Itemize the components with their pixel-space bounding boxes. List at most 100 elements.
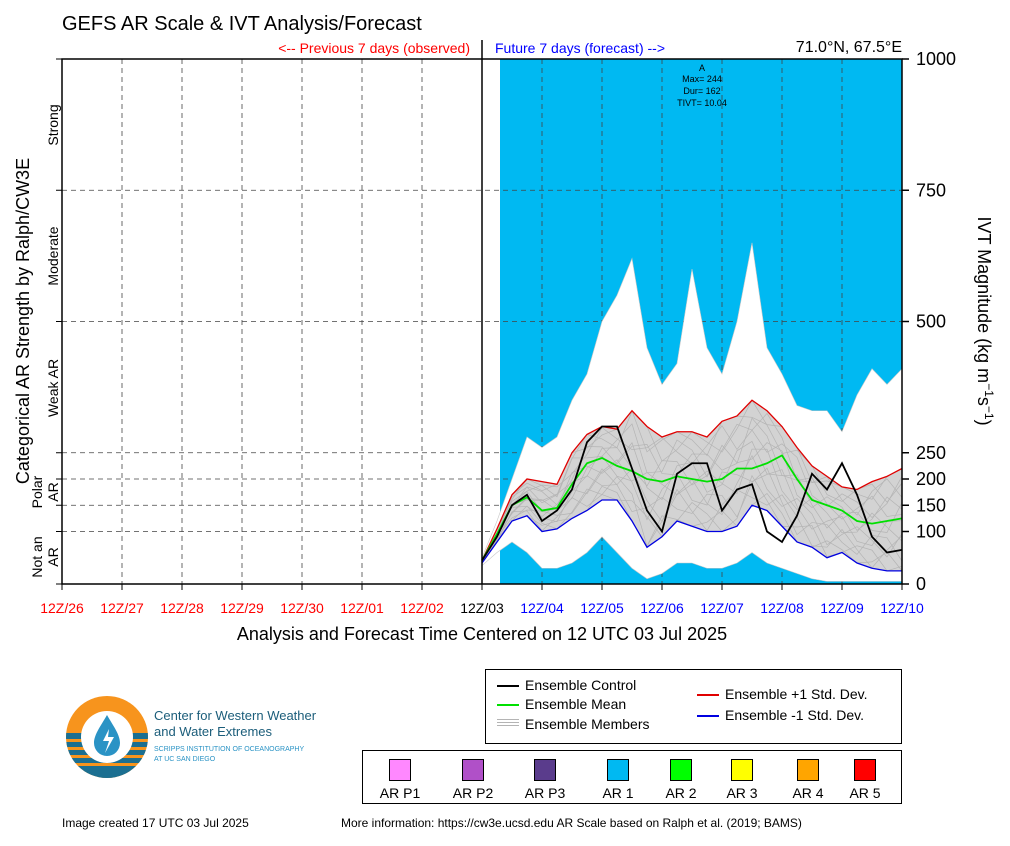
legend-control-swatch [497,685,519,687]
x-tick-label: 12Z/29 [220,600,264,616]
y-tick-label: 250 [916,443,946,463]
y-tick-label: 100 [916,522,946,542]
ar-scale-label: AR 2 [665,785,697,801]
ar-scale-swatch [670,759,692,781]
ar-scale-item: AR 4 [778,759,838,801]
legend-minus-swatch [697,715,719,717]
ar-scale-label: AR P1 [379,785,421,801]
logo-line2: and Water Extremes [154,724,273,739]
ar-scale-swatch [389,759,411,781]
legend-members-label: Ensemble Members [525,716,650,732]
legend-mean-label: Ensemble Mean [525,696,627,712]
forecast-label: Future 7 days (forecast) --> [495,40,665,56]
category-polar-line1: Polar [29,475,45,508]
series-control [481,425,902,561]
member-line [481,448,902,562]
axis-ticks: 12Z/26 12Z/27 12Z/28 12Z/29 12Z/30 12Z/01 12Z/… [40,49,956,616]
member-line [481,417,902,561]
footer-info: More information: https://cw3e.ucsd.edu … [341,816,802,830]
series-minus [481,499,902,572]
category-polar-line2: AR [45,482,61,501]
location-label: 71.0°N, 67.5°E [796,39,902,56]
ensemble-members [481,399,902,572]
y-axis-right-label-sup1: −1 [982,383,996,397]
ar-scale-swatch [854,759,876,781]
member-line [481,440,902,562]
y-axis-right-label-mid: s [974,397,994,406]
y-axis-right-label-main: IVT Magnitude (kg m [974,216,994,383]
category-not-an-ar: Not an AR [29,536,61,577]
ar-scale-label: AR 4 [792,785,824,801]
legend-members-swatch [497,718,519,726]
observed-label: <-- Previous 7 days (observed) [278,40,470,56]
x-tick-label: 12Z/08 [760,600,804,616]
ar-scale-label: AR 3 [726,785,758,801]
ar-scale-swatch [534,759,556,781]
ar-scale-item: AR 5 [835,759,895,801]
ar-scale-label: AR P2 [452,785,494,801]
x-axis-label: Analysis and Forecast Time Centered on 1… [237,624,727,644]
ar-scale-legend: AR P1 AR P2 AR P3 AR 1 AR 2 AR 3 AR 4 AR 5 [362,750,902,804]
ensemble-series [481,399,902,572]
annotation-max: Max= 244 [682,74,722,84]
category-not-an-line2: AR [45,547,61,566]
series-legend: Ensemble Control Ensemble Mean Ensemble … [485,669,902,744]
ar-scale-label: AR 5 [849,785,881,801]
y-tick-label: 500 [916,312,946,332]
legend-mean-swatch [497,704,519,706]
member-line [481,423,902,562]
category-moderate: Moderate [45,226,61,285]
ar-scale-item: AR 1 [588,759,648,801]
cw3e-logo: Center for Western Weather and Water Ext… [62,695,362,785]
logo-line4: AT UC SAN DIEGO [154,756,216,763]
y-tick-label: 200 [916,469,946,489]
legend-control-label: Ensemble Control [525,677,637,693]
y-tick-label: 1000 [916,49,956,69]
x-tick-label: 12Z/06 [640,600,684,616]
ar-scale-item: AR P1 [370,759,430,801]
x-tick-label: 12Z/07 [700,600,744,616]
y-axis-left-label: Categorical AR Strength by Ralph/CW3E [13,158,33,484]
x-tick-label: 12Z/30 [280,600,324,616]
annotation-tivt: TIVT= 10.04 [677,98,727,108]
ar-scale-label: AR 1 [602,785,634,801]
ar-scale-item: AR P3 [515,759,575,801]
x-tick-label: 12Z/09 [820,600,864,616]
annotation-duration: Dur= 162 [683,86,720,96]
ar-scale-label: AR P3 [524,785,566,801]
svg-text:IVT Magnitude (kg m−1s−1): IVT Magnitude (kg m−1s−1) [974,216,996,425]
member-line [481,442,902,562]
footer-created: Image created 17 UTC 03 Jul 2025 [62,816,249,830]
y-tick-label: 150 [916,495,946,515]
ar-scale-item: AR P2 [443,759,503,801]
y-axis-right-label-sup2: −1 [982,406,996,420]
ar-scale-swatch [462,759,484,781]
member-line [481,410,902,562]
x-tick-label: 12Z/26 [40,600,84,616]
category-not-an-line1: Not an [29,536,45,577]
annotation-line1: A [699,63,705,73]
y-axis-right-label: IVT Magnitude (kg m−1s−1) [974,216,996,425]
category-weak: Weak AR [45,359,61,417]
x-tick-label: 12Z/03 [460,600,504,616]
y-tick-label: 750 [916,180,946,200]
ar-scale-swatch [797,759,819,781]
x-tick-label: 12Z/02 [400,600,444,616]
series-mean [481,454,902,561]
ar-scale-item: AR 2 [651,759,711,801]
legend-plus-swatch [697,694,719,696]
category-strong: Strong [45,104,61,145]
ar-scale-item: AR 3 [712,759,772,801]
x-tick-label: 12Z/28 [160,600,204,616]
ar-scale-swatch [731,759,753,781]
x-tick-label: 12Z/01 [340,600,384,616]
logo-line1: Center for Western Weather [154,708,317,723]
category-polar: Polar AR [29,475,61,508]
member-line [481,474,902,572]
logo-line3: SCRIPPS INSTITUTION OF OCEANOGRAPHY [154,746,304,753]
x-tick-label: 12Z/04 [520,600,564,616]
ar-scale-swatch [607,759,629,781]
ar-annotation: A Max= 244 Dur= 162 TIVT= 10.04 [677,63,727,108]
legend-minus-label: Ensemble -1 Std. Dev. [725,707,865,723]
